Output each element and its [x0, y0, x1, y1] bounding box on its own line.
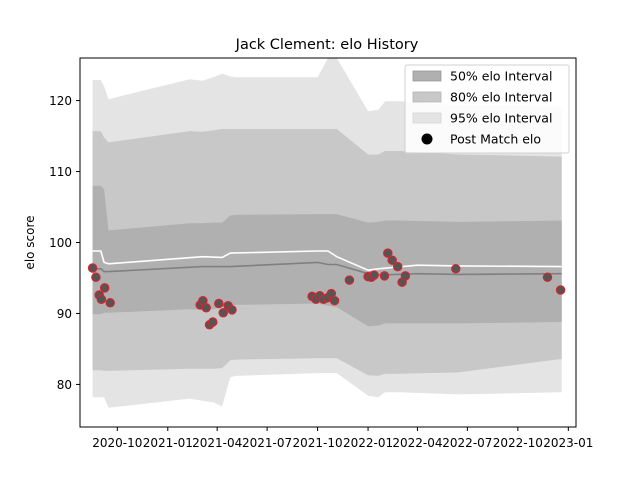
- x-tick-label: 2021-04: [192, 436, 242, 450]
- post-match-point: [383, 248, 393, 258]
- post-match-point: [214, 298, 224, 309]
- post-match-point: [329, 295, 340, 306]
- y-tick-label: 120: [49, 94, 72, 108]
- y-tick-label: 110: [49, 165, 72, 179]
- y-tick-label: 80: [57, 378, 72, 392]
- post-match-point: [392, 261, 403, 272]
- y-axis: 80 90 100 110 120: [49, 94, 80, 392]
- post-match-point: [99, 283, 110, 293]
- y-tick-label: 90: [57, 307, 72, 321]
- post-match-point: [91, 272, 101, 283]
- x-axis: 2020-10 2021-01 2021-04 2021-07 2021-10 2022-…: [92, 427, 593, 450]
- post-match-point: [387, 255, 397, 265]
- legend-box: [404, 64, 570, 154]
- legend-label: 95% elo Interval: [450, 111, 552, 126]
- x-tick-label: 2021-10: [293, 436, 343, 450]
- post-match-point: [451, 264, 461, 274]
- post-match-point: [87, 263, 98, 273]
- legend-label: 50% elo Interval: [450, 69, 552, 84]
- post-match-point: [208, 317, 218, 327]
- legend: 50% elo Interval 80% elo Interval 95% elo …: [404, 64, 570, 154]
- legend-swatch-50: [412, 70, 442, 82]
- post-match-point: [542, 272, 553, 283]
- post-match-point: [379, 271, 390, 281]
- post-match-point: [201, 303, 211, 313]
- x-tick-label: 2022-01: [343, 436, 393, 450]
- x-tick-label: 2021-07: [242, 436, 292, 450]
- post-match-point: [218, 308, 228, 318]
- band-50: [92, 185, 562, 327]
- post-match-point: [96, 294, 107, 305]
- post-match-point: [555, 285, 566, 295]
- median-elo-line: [92, 261, 562, 276]
- post-match-point: [400, 271, 411, 281]
- elo-lines: [92, 250, 562, 276]
- post-match-points: [87, 248, 566, 330]
- legend-swatch-95: [412, 112, 442, 124]
- post-match-point: [344, 275, 355, 285]
- x-tick-label: 2022-07: [442, 436, 492, 450]
- post-match-point: [105, 298, 115, 308]
- legend-label: 80% elo Interval: [450, 90, 552, 105]
- x-tick-label: 2022-04: [392, 436, 442, 450]
- x-tick-label: 2021-01: [143, 436, 193, 450]
- post-match-point: [369, 270, 379, 280]
- legend-label: Post Match elo: [450, 132, 541, 147]
- legend-marker-points: [421, 133, 433, 145]
- y-axis-label: elo score: [23, 215, 37, 269]
- mean-elo-line: [92, 250, 562, 272]
- x-tick-label: 2023-01: [543, 436, 593, 450]
- x-tick-label: 2020-10: [92, 436, 142, 450]
- chart-title: Jack Clement: elo History: [235, 37, 419, 53]
- legend-swatch-80: [412, 91, 442, 103]
- y-tick-label: 100: [49, 236, 72, 250]
- x-tick-label: 2022-10: [493, 436, 543, 450]
- post-match-point: [227, 305, 237, 315]
